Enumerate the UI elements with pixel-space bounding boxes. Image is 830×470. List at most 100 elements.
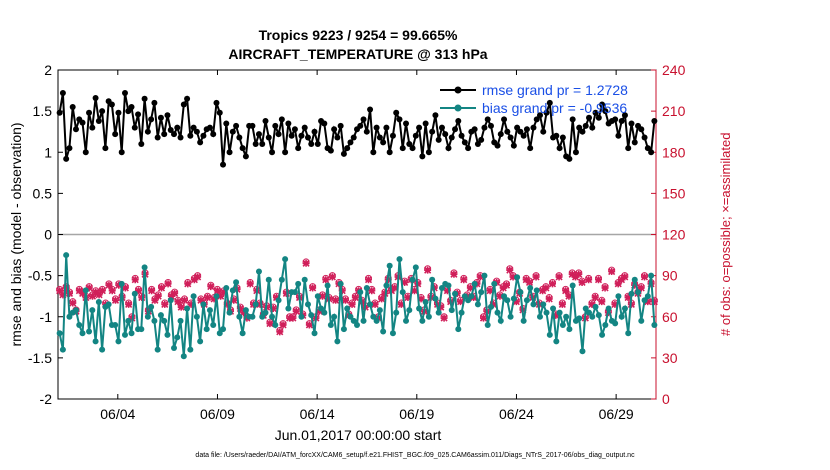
data-file-footer: data file: /Users/raeder/DAI/ATM_forcXX/…	[195, 452, 635, 459]
y-right-tick-label: 90	[662, 268, 678, 284]
obs-assimilated-marker	[272, 293, 281, 302]
rmse-point	[220, 161, 227, 168]
bias-point	[298, 313, 305, 320]
rmse-point	[452, 126, 459, 133]
bias-point	[550, 305, 557, 312]
obs-assimilated-marker	[167, 292, 175, 300]
bias-point	[631, 276, 638, 283]
bias-point	[491, 280, 498, 287]
rmse-point	[285, 120, 292, 127]
bias-point	[190, 293, 197, 300]
rmse-point	[174, 124, 181, 131]
bias-point	[233, 279, 240, 286]
rmse-point	[102, 145, 109, 152]
rmse-point	[242, 153, 249, 160]
rmse-point	[82, 149, 89, 156]
obs-assimilated-marker	[631, 281, 639, 289]
obs-assimilated-marker	[499, 284, 507, 292]
x-tick-label: 06/14	[300, 406, 335, 422]
obs-assimilated-marker	[611, 300, 619, 308]
rmse-point	[409, 145, 416, 152]
rmse-point	[360, 116, 367, 123]
obs-assimilated-marker	[443, 287, 451, 295]
bias-point	[223, 284, 230, 291]
obs-assimilated-marker	[368, 287, 376, 295]
rmse-point	[474, 141, 481, 148]
bias-point	[128, 330, 135, 337]
bias-point	[536, 313, 543, 320]
y-left-tick-label: 0	[44, 227, 52, 243]
rmse-point	[425, 149, 432, 156]
rmse-point	[589, 124, 596, 131]
rmse-point	[448, 134, 455, 141]
bias-point	[350, 317, 357, 324]
y-left-tick-label: 2	[44, 62, 52, 78]
obs-assimilated-marker	[282, 289, 290, 298]
bias-point	[507, 313, 514, 320]
obs-assimilated-marker	[578, 278, 586, 287]
rmse-point	[190, 124, 197, 131]
rmse-point	[89, 124, 96, 131]
bias-point	[504, 297, 511, 304]
rmse-point	[641, 134, 648, 141]
bias-point	[638, 317, 645, 324]
bias-point	[180, 353, 187, 360]
bias-point	[429, 276, 436, 283]
obs-assimilated-marker	[194, 273, 202, 281]
bias-point	[236, 313, 243, 320]
rmse-point	[308, 141, 315, 148]
obs-assimilated-marker	[591, 293, 599, 302]
bias-point	[478, 289, 485, 296]
bias-point	[249, 313, 256, 320]
bias-point	[86, 328, 93, 335]
bias-point	[438, 284, 445, 291]
obs-assimilated-marker	[207, 283, 215, 291]
bias-point	[295, 280, 302, 287]
bias-point	[95, 298, 102, 305]
rmse-point	[442, 131, 449, 138]
bias-point	[556, 309, 563, 316]
bias-point	[383, 282, 390, 289]
rmse-point	[200, 132, 207, 139]
rmse-point	[340, 150, 347, 157]
legend-bias-label: bias grand pr = -0.9536	[482, 100, 627, 116]
rmse-point	[625, 145, 632, 152]
obs-assimilated-marker	[217, 292, 225, 300]
rmse-point	[197, 139, 204, 146]
rmse-point	[275, 131, 282, 138]
legend-rmse-label: rmse grand pr = 1.2728	[482, 82, 628, 98]
obs-assimilated-marker	[256, 300, 264, 308]
obs-assimilated-marker	[502, 281, 511, 289]
bias-point	[318, 305, 325, 312]
bias-point	[337, 280, 344, 287]
obs-assimilated-marker	[417, 295, 425, 303]
bias-point	[448, 307, 455, 314]
bias-point	[566, 326, 573, 333]
rmse-point	[99, 108, 106, 115]
rmse-point	[59, 90, 66, 97]
rmse-point	[301, 124, 308, 131]
obs-assimilated-marker	[62, 284, 70, 292]
bias-point	[340, 326, 347, 333]
y-axis-left-label: rmse and bias (model - observation)	[8, 122, 24, 347]
rmse-point	[487, 122, 494, 129]
rmse-point	[128, 104, 135, 111]
y-right-tick-label: 120	[662, 227, 686, 243]
bias-point	[184, 305, 191, 312]
bias-point	[416, 305, 423, 312]
rmse-point	[154, 134, 161, 141]
bias-point	[409, 276, 416, 283]
bias-point	[373, 317, 380, 324]
rmse-point	[321, 120, 328, 127]
bias-point	[200, 301, 207, 308]
rmse-point	[92, 94, 99, 101]
bias-point	[520, 317, 527, 324]
rmse-point	[216, 109, 223, 116]
obs-assimilated-marker	[115, 281, 123, 289]
bias-point	[216, 330, 223, 337]
rmse-point	[184, 95, 191, 102]
rmse-point	[536, 112, 543, 119]
rmse-point	[510, 142, 517, 149]
bias-point	[255, 268, 262, 275]
rmse-point	[572, 149, 579, 156]
